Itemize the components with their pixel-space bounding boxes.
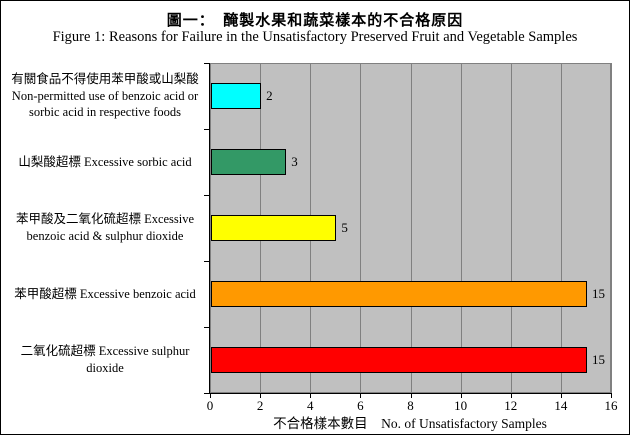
category-label: 苯甲酸及二氧化硫超標 Excessive benzoic acid & sulp… bbox=[15, 212, 195, 243]
x-axis-tick bbox=[611, 394, 612, 398]
x-axis-tick bbox=[360, 394, 362, 398]
gridline bbox=[611, 63, 612, 393]
y-axis-line bbox=[209, 63, 210, 394]
bar bbox=[211, 215, 337, 241]
bar bbox=[211, 149, 287, 175]
category-label: 二氧化硫超標 Excessive sulphur dioxide bbox=[20, 344, 190, 375]
bar-value-label: 5 bbox=[341, 220, 348, 235]
x-axis-tick-label: 14 bbox=[554, 398, 568, 413]
x-axis-title: 不合格樣本數目 No. of Unsatisfactory Samples bbox=[273, 416, 547, 431]
x-axis-tick bbox=[410, 394, 412, 398]
x-axis-tick-label: 4 bbox=[307, 398, 314, 413]
x-axis-tick bbox=[560, 394, 562, 398]
x-axis-tick-label: 8 bbox=[407, 398, 414, 413]
bar bbox=[211, 281, 587, 307]
x-axis-tick-label: 16 bbox=[604, 398, 618, 413]
x-axis-line bbox=[209, 393, 612, 394]
chart-title-chinese: 圖一： 醃製水果和蔬菜樣本的不合格原因 bbox=[166, 13, 464, 29]
bar-value-label: 3 bbox=[291, 154, 298, 169]
x-axis-tick-label: 2 bbox=[256, 398, 264, 413]
gridline bbox=[560, 63, 562, 393]
bar-value-label: 15 bbox=[591, 286, 605, 301]
bar-value-label: 2 bbox=[266, 88, 273, 103]
x-axis-tick bbox=[260, 394, 262, 398]
bar bbox=[211, 347, 587, 373]
x-axis-tick bbox=[210, 394, 211, 398]
x-axis-tick bbox=[510, 394, 512, 398]
x-axis-tick-label: 10 bbox=[454, 398, 468, 413]
category-label: 山梨酸超標 Excessive sorbic acid bbox=[18, 154, 192, 169]
x-axis-tick-label: 6 bbox=[357, 398, 364, 413]
gridline bbox=[360, 63, 362, 393]
x-axis-tick bbox=[460, 394, 462, 398]
x-axis-tick bbox=[310, 394, 312, 398]
gridline bbox=[410, 63, 412, 393]
y-axis-tick bbox=[204, 261, 209, 262]
category-label: 有關食品不得使用苯甲酸或山梨酸 Non-permitted use of ben… bbox=[11, 71, 199, 120]
y-axis-tick bbox=[204, 327, 209, 328]
y-axis-tick bbox=[204, 63, 209, 64]
chart-title-english: Figure 1: Reasons for Failure in the Uns… bbox=[52, 29, 578, 45]
gridline bbox=[510, 63, 512, 393]
category-label: 苯甲酸超標 Excessive benzoic acid bbox=[14, 286, 196, 301]
bar bbox=[211, 83, 262, 109]
y-axis-tick bbox=[204, 195, 209, 196]
gridline bbox=[460, 63, 462, 393]
y-axis-tick bbox=[204, 393, 209, 394]
x-axis-tick-label: 0 bbox=[206, 398, 214, 413]
bar-value-label: 15 bbox=[591, 352, 605, 367]
x-axis-tick-label: 12 bbox=[504, 398, 518, 413]
y-axis-tick bbox=[204, 129, 209, 130]
